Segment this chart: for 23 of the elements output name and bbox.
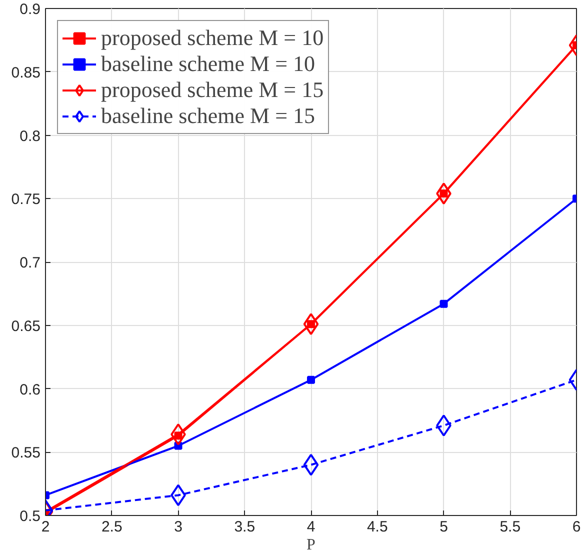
y-tick-label: 0.6 (20, 381, 41, 398)
y-tick-label: 0.9 (20, 1, 41, 18)
y-tick-label: 0.8 (20, 128, 41, 145)
y-tick-label: 0.85 (11, 64, 41, 82)
legend-label: baseline scheme M = 10 (101, 51, 316, 77)
legend-label: baseline scheme M = 15 (101, 103, 316, 129)
y-tick-label: 0.55 (11, 444, 41, 462)
x-tick-label: 4 (306, 518, 316, 536)
x-tick-label: 4.5 (366, 518, 388, 536)
x-tick-label: 2 (41, 518, 50, 536)
y-tick-label: 0.65 (11, 318, 41, 335)
x-tick-label: 2.5 (101, 518, 122, 536)
legend-label: proposed scheme M = 15 (101, 77, 324, 103)
x-tick-label: 3 (174, 518, 182, 536)
x-tick-label: 3.5 (234, 518, 256, 536)
x-tick-label: 5.5 (500, 518, 521, 536)
x-axis-title: P (306, 536, 316, 554)
legend-label: proposed scheme M = 10 (101, 25, 324, 51)
x-tick-label: 6 (572, 518, 581, 536)
x-tick-label: 5 (440, 518, 448, 536)
y-tick-label: 0.5 (20, 508, 41, 525)
y-tick-label: 0.75 (11, 191, 41, 208)
y-tick-label: 0.7 (20, 254, 41, 272)
